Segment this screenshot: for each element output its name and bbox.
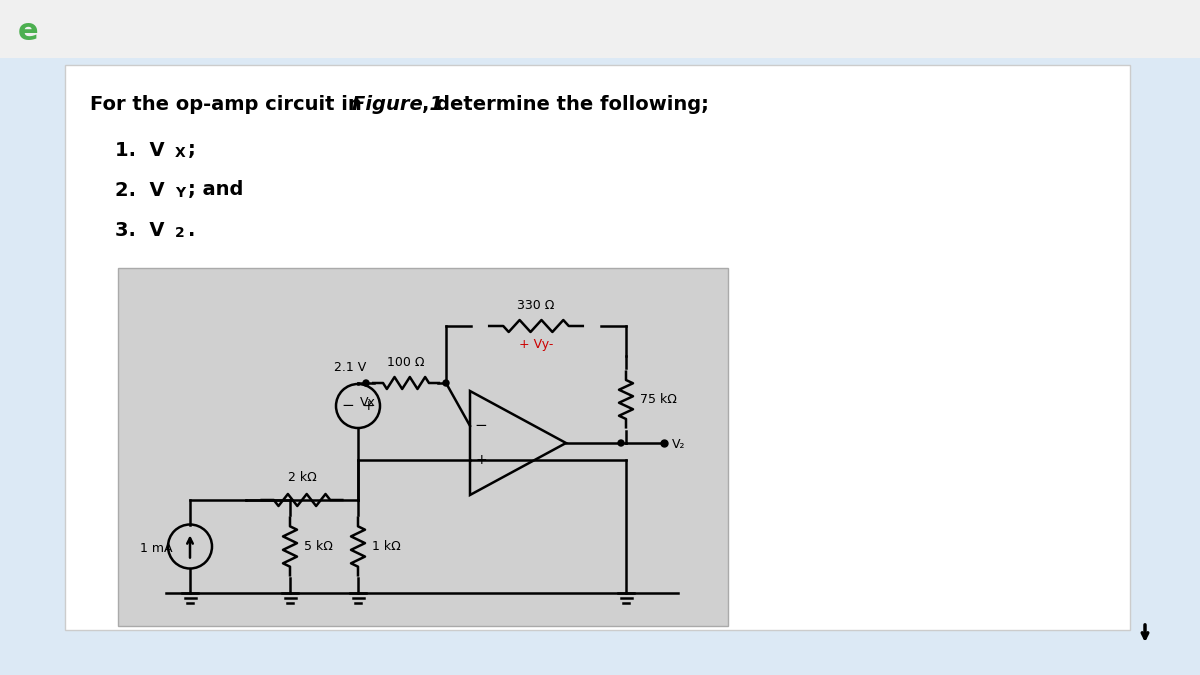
Text: 2.  V: 2. V [115,180,164,200]
Text: 75 kΩ: 75 kΩ [640,393,677,406]
Text: Y: Y [175,186,185,200]
Text: 2: 2 [175,226,185,240]
Text: −: − [475,418,487,433]
Text: +: + [475,453,487,467]
Text: Figure 1: Figure 1 [352,95,443,115]
Text: + Vy-: + Vy- [518,338,553,351]
Text: 330 Ω: 330 Ω [517,299,554,312]
Text: 1 kΩ: 1 kΩ [372,540,401,553]
Text: X: X [175,146,186,160]
Text: 2 kΩ: 2 kΩ [288,471,317,484]
Circle shape [364,380,370,386]
Text: V₂: V₂ [672,437,685,450]
Circle shape [443,380,449,386]
Text: −: − [342,398,354,414]
Text: , determine the following;: , determine the following; [422,95,709,115]
Circle shape [618,440,624,446]
Text: 1 mA: 1 mA [139,542,173,555]
Text: 1.  V: 1. V [115,140,164,159]
Text: ; and: ; and [188,180,244,200]
Text: For the op-amp circuit in: For the op-amp circuit in [90,95,368,115]
Text: ;: ; [188,140,196,159]
Text: e: e [18,18,38,47]
FancyBboxPatch shape [118,268,728,626]
Text: 100 Ω: 100 Ω [388,356,425,369]
FancyBboxPatch shape [0,0,1200,58]
Text: .: . [188,221,196,240]
Text: 2.1 V: 2.1 V [334,361,366,374]
Text: 5 kΩ: 5 kΩ [304,540,332,553]
Text: 3.  V: 3. V [115,221,164,240]
Text: +: + [362,399,374,413]
Text: Vx: Vx [360,396,376,409]
FancyBboxPatch shape [65,65,1130,630]
